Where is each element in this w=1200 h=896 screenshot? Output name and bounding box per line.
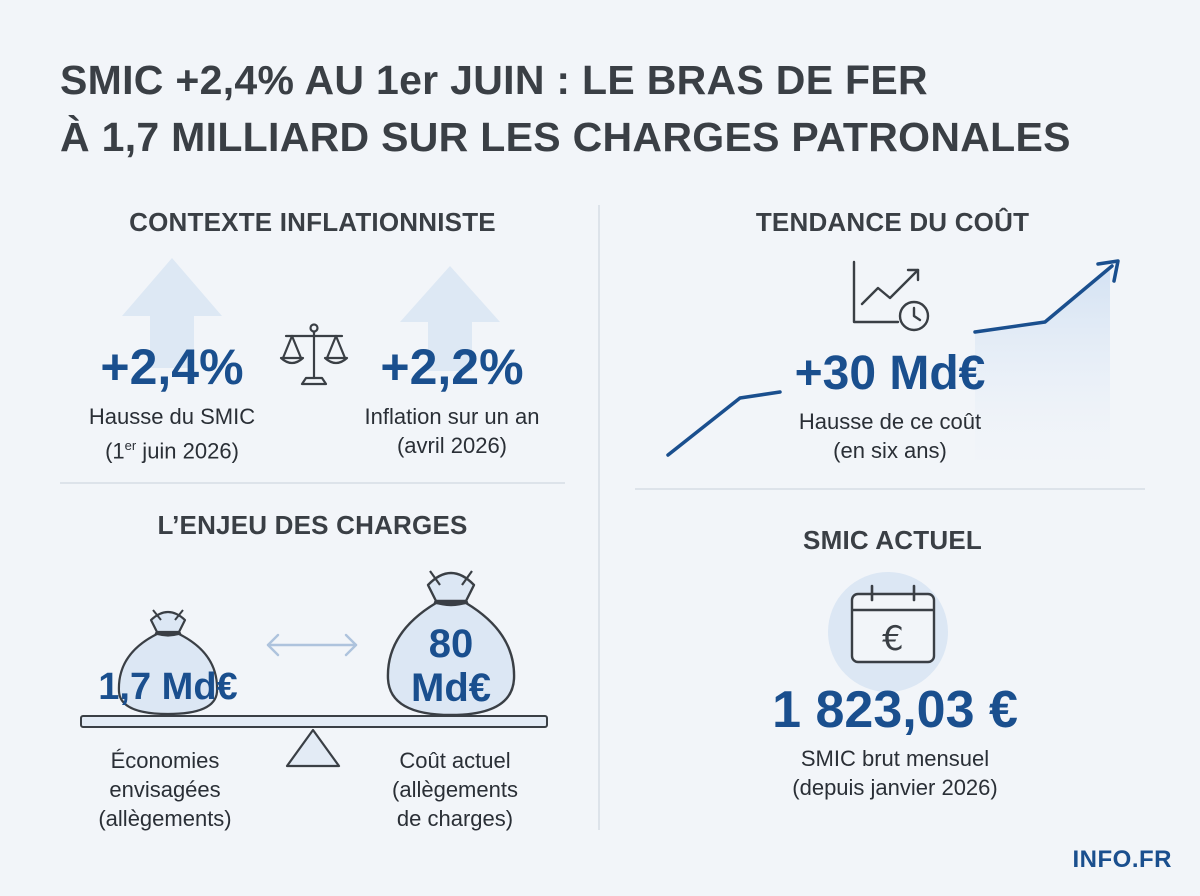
- seesaw-beam: [80, 715, 548, 728]
- trend-line-left: [666, 390, 782, 457]
- economies-caption: Économies envisagées (allègements): [98, 748, 232, 831]
- seesaw-fulcrum: [285, 728, 341, 768]
- smic-actuel-value: 1 823,03 €: [772, 681, 1018, 739]
- page-title: SMIC +2,4% AU 1er JUIN : LE BRAS DE FER …: [60, 52, 1160, 166]
- smic-actuel-caption: SMIC brut mensuel (depuis janvier 2026): [792, 746, 998, 800]
- vertical-divider: [598, 205, 600, 830]
- cost-trend-chart: [666, 259, 1120, 460]
- economies-value: 1,7 Md€: [98, 666, 238, 708]
- brand-logo: INFO.FR: [1072, 846, 1172, 873]
- money-bag-icon: [117, 609, 219, 716]
- inflation-caption: Inflation sur un an (avril 2026): [364, 404, 540, 458]
- up-arrow-icon: [400, 266, 500, 371]
- euro-symbol: €: [882, 619, 904, 659]
- up-arrow-icon: [122, 258, 222, 368]
- title-line-1: SMIC +2,4% AU 1er JUIN : LE BRAS DE FER: [60, 57, 928, 103]
- smic-increase-caption: Hausse du SMIC (1er juin 2026): [88, 404, 256, 464]
- smic-actuel-heading: SMIC ACTUEL: [803, 525, 982, 555]
- cost-increase-value: +30 Md€: [794, 347, 986, 400]
- calendar-euro-icon: €: [850, 584, 936, 664]
- cost-increase-caption: Hausse de ce coût (en six ans): [798, 409, 982, 463]
- double-arrow-icon: [266, 633, 358, 657]
- money-bag-icon: [386, 570, 516, 717]
- cout-actuel-value: 80 Md€: [411, 622, 491, 710]
- cout-actuel-caption: Coût actuel (allègements de charges): [392, 748, 518, 831]
- inflation-value: +2,2%: [380, 339, 524, 395]
- right-horizontal-divider: [635, 488, 1145, 490]
- contexte-heading: CONTEXTE INFLATIONNISTE: [129, 207, 496, 237]
- balance-scale-icon: [279, 323, 349, 386]
- title-line-2: À 1,7 MILLIARD SUR LES CHARGES PATRONALE…: [60, 114, 1071, 160]
- trend-area: [975, 270, 1110, 460]
- left-horizontal-divider: [60, 482, 565, 484]
- tendance-heading: TENDANCE DU COÛT: [755, 207, 1030, 237]
- enjeu-heading: L’ENJEU DES CHARGES: [157, 510, 468, 540]
- trend-arrowhead: [1096, 259, 1120, 283]
- chart-clock-icon: [852, 260, 930, 332]
- smic-increase-value: +2,4%: [100, 339, 244, 395]
- trend-line-right: [973, 264, 1114, 334]
